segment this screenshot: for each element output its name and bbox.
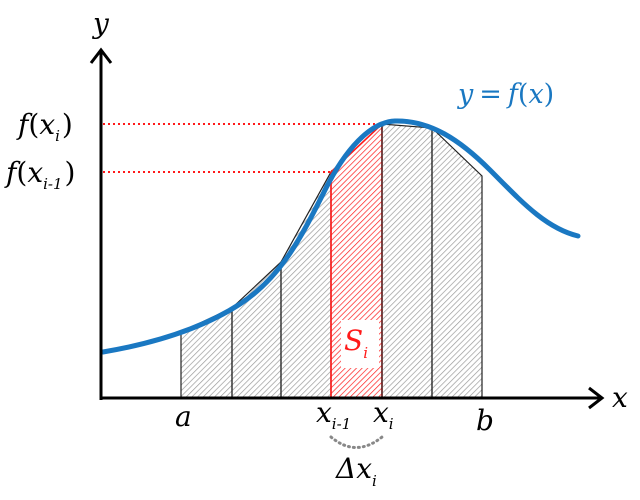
- strip-6: [431, 126, 483, 399]
- tick-label-a: a: [175, 400, 192, 433]
- strip-2: [231, 260, 282, 399]
- x-axis-arrow-icon: [588, 386, 605, 410]
- strip-5: [381, 123, 433, 399]
- label-f-xi: f(xi): [16, 108, 73, 145]
- strip-3: [280, 169, 332, 399]
- curve-equation-label: y = f(x): [457, 79, 554, 110]
- tick-label-xim1: xi-1: [316, 396, 351, 433]
- y-axis-arrow-icon: [89, 47, 113, 64]
- Si-label-box: [341, 320, 379, 368]
- tick-label-b: b: [476, 404, 494, 437]
- x-axis-label: x: [612, 381, 628, 414]
- y-axis-label: y: [91, 7, 110, 40]
- Si-label: Si: [344, 324, 368, 362]
- curve-f: [100, 118, 581, 355]
- tick-label-xi: xi: [373, 396, 394, 433]
- delta-x-brace: [329, 435, 384, 449]
- delta-x-label: Δxi: [335, 452, 377, 490]
- label-f-xim1: f(xi-1): [4, 156, 75, 193]
